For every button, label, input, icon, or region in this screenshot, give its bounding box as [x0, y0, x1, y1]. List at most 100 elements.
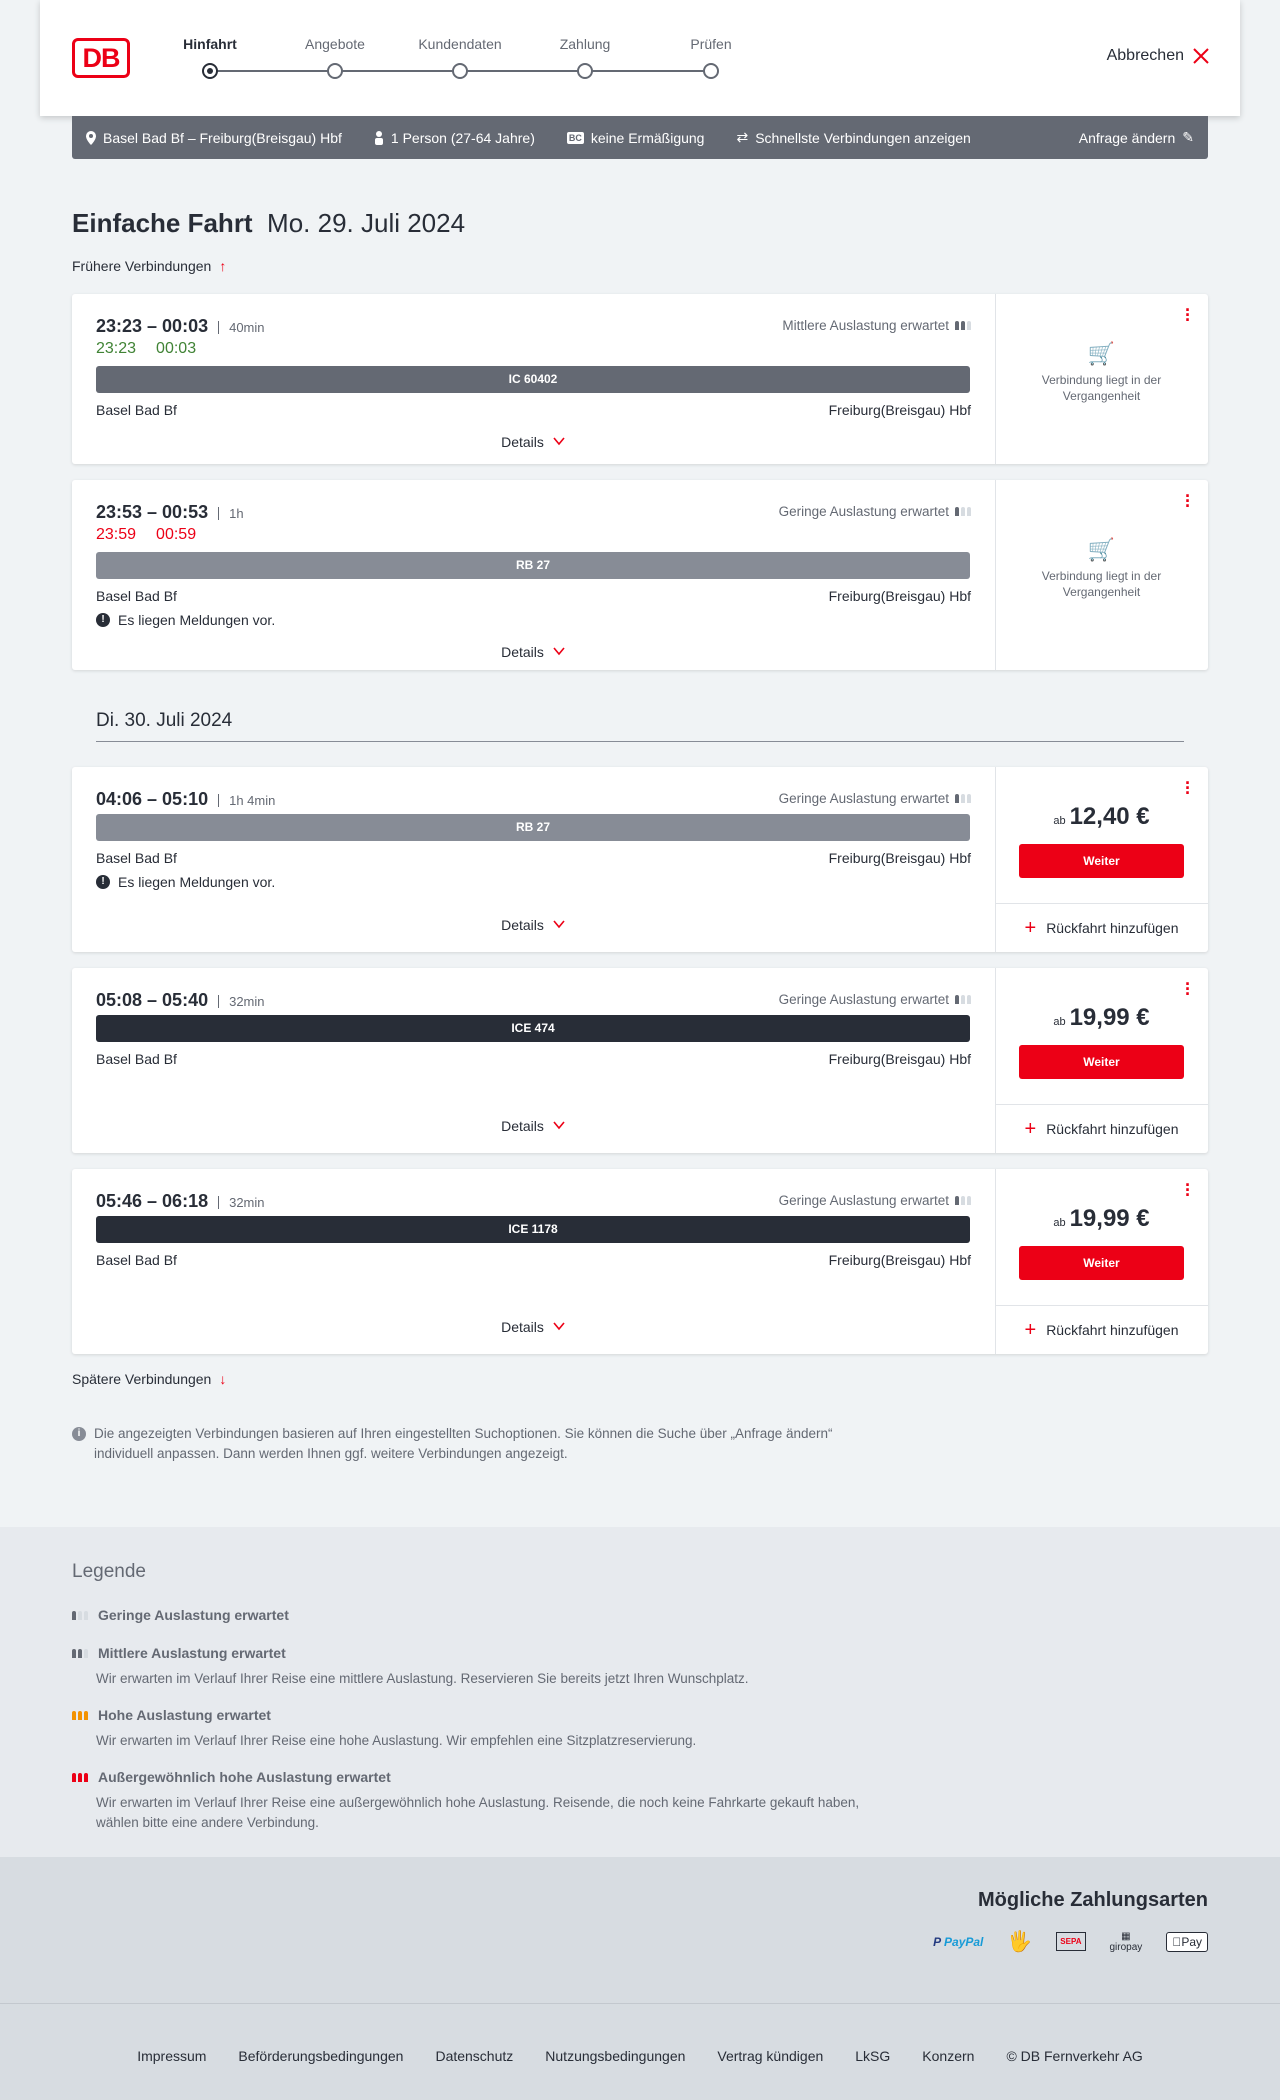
add-return-label: Rückfahrt hinzufügen: [1046, 1322, 1179, 1338]
duration: 32min: [218, 995, 265, 1008]
card-divider: [995, 1169, 996, 1354]
continue-button[interactable]: Weiter: [1019, 1045, 1184, 1079]
legend-section: Legende Geringe Auslastung erwartet Mittl…: [0, 1527, 1280, 1857]
footer-link[interactable]: Vertrag kündigen: [717, 2048, 824, 2064]
price-value: 12,40 €: [1069, 803, 1150, 830]
chevron-down-icon: [553, 437, 565, 446]
continue-button[interactable]: Weiter: [1019, 1246, 1184, 1280]
details-toggle[interactable]: Details: [72, 644, 995, 660]
later-connections-link[interactable]: Spätere Verbindungen ↓: [72, 1371, 226, 1387]
arrow-down-icon: ↓: [219, 1371, 227, 1387]
occupancy-icon: [955, 794, 971, 803]
departure-station: Basel Bad Bf: [96, 402, 177, 418]
card-divider: [995, 294, 996, 464]
earlier-connections-link[interactable]: Frühere Verbindungen ↑: [72, 258, 226, 274]
connection-times: 04:06 – 05:10 1h 4min: [96, 789, 275, 810]
details-toggle[interactable]: Details: [72, 1118, 995, 1134]
info-note-text: Die angezeigten Verbindungen basieren au…: [94, 1426, 833, 1461]
more-options-icon[interactable]: · · ·: [1185, 773, 1191, 803]
footer-link[interactable]: Impressum: [137, 2048, 207, 2064]
planned-times: 23:23 – 00:03: [96, 316, 209, 336]
footer: Impressum Beförderungsbedingungen Datensch…: [0, 2003, 1280, 2100]
occupancy-icon: [72, 1648, 88, 1658]
price-prefix: ab: [1053, 1016, 1066, 1028]
close-icon: [1193, 48, 1209, 64]
past-text: Verbindung liegt in der Vergangenheit: [1041, 569, 1162, 599]
duration: 32min: [218, 1196, 265, 1209]
occupancy: Geringe Auslastung erwartet: [779, 504, 971, 519]
connection-card[interactable]: 05:46 – 06:18 32min Geringe Auslastung erw…: [72, 1169, 1208, 1354]
arrival-station: Freiburg(Breisgau) Hbf: [828, 1051, 971, 1067]
more-options-icon[interactable]: · · ·: [1185, 300, 1191, 330]
more-options-icon[interactable]: · · ·: [1185, 486, 1191, 516]
train-bar[interactable]: ICE 1178: [96, 1216, 970, 1243]
occupancy-icon: [72, 1772, 88, 1782]
connection-card[interactable]: 23:23 – 00:03 40min 23:23 00:03 Mittlere Aus…: [72, 294, 1208, 464]
details-label: Details: [501, 917, 544, 933]
details-toggle[interactable]: Details: [72, 917, 995, 933]
card-divider: [995, 968, 996, 1153]
legend-item: Geringe Auslastung erwartet: [72, 1607, 872, 1623]
train-bar[interactable]: IC 60402: [96, 366, 970, 393]
legend-item: Mittlere Auslastung erwartet Wir erwarten…: [72, 1645, 872, 1689]
giropay-logo: ▦ giropay: [1109, 1930, 1143, 1953]
discount-text: keine Ermäßigung: [590, 129, 705, 146]
db-logo[interactable]: DB: [72, 38, 130, 78]
more-options-icon[interactable]: · · ·: [1185, 974, 1191, 1004]
step-dot: [703, 63, 719, 79]
person-icon: [374, 130, 383, 145]
legend-item-title: Geringe Auslastung erwartet: [98, 1607, 289, 1623]
realtime-departure: 23:59: [96, 526, 137, 543]
arrow-up-icon: ↑: [219, 258, 227, 274]
more-options-icon[interactable]: · · ·: [1185, 1175, 1191, 1205]
details-toggle[interactable]: Details: [72, 1319, 995, 1335]
occupancy: Geringe Auslastung erwartet: [779, 992, 971, 1007]
footer-link[interactable]: LkSG: [855, 2048, 891, 2064]
earlier-label: Frühere Verbindungen: [72, 258, 212, 274]
change-request-button[interactable]: Anfrage ändern ✎: [1079, 129, 1194, 146]
train-bar[interactable]: RB 27: [96, 814, 970, 841]
chevron-down-icon: [553, 1322, 565, 1331]
train-bar[interactable]: RB 27: [96, 552, 970, 579]
occupancy-icon: [955, 507, 971, 516]
realtime-arrival: 00:59: [156, 526, 197, 543]
realtime-departure: 23:23: [96, 340, 137, 357]
footer-link[interactable]: Datenschutz: [435, 2048, 514, 2064]
cancel-button[interactable]: Abbrechen: [1107, 47, 1210, 65]
add-return-label: Rückfahrt hinzufügen: [1046, 1121, 1179, 1137]
add-return-button[interactable]: + Rückfahrt hinzufügen: [995, 1306, 1208, 1354]
occupancy-icon: [72, 1610, 88, 1620]
occupancy-text: Geringe Auslastung erwartet: [778, 504, 949, 519]
train-bar[interactable]: ICE 474: [96, 1015, 970, 1042]
past-text: Verbindung liegt in der Vergangenheit: [1041, 373, 1162, 403]
connection-times: 05:46 – 06:18 32min: [96, 1191, 265, 1212]
payment-title: Mögliche Zahlungsarten: [977, 1889, 1208, 1911]
credit-card-icon: 🖐: [1007, 1931, 1033, 1953]
change-request-label: Anfrage ändern: [1078, 129, 1176, 146]
connection-card[interactable]: 05:08 – 05:40 32min Geringe Auslastung erw…: [72, 968, 1208, 1153]
bahncard-icon: BC: [566, 131, 584, 144]
chevron-down-icon: [553, 920, 565, 929]
occupancy: Geringe Auslastung erwartet: [779, 791, 971, 806]
occupancy: Geringe Auslastung erwartet: [779, 1193, 971, 1208]
connection-card[interactable]: 04:06 – 05:10 1h 4min Geringe Auslastung e…: [72, 767, 1208, 952]
footer-link[interactable]: Nutzungsbedingungen: [545, 2048, 686, 2064]
legend-item: Hohe Auslastung erwartet Wir erwarten im …: [72, 1707, 872, 1751]
later-label: Spätere Verbindungen: [72, 1371, 212, 1387]
panel-divider: [995, 1305, 1208, 1306]
price-prefix: ab: [1053, 815, 1066, 827]
footer-link[interactable]: Konzern: [922, 2048, 975, 2064]
page-title: Einfache Fahrt Mo. 29. Juli 2024: [72, 208, 465, 239]
add-return-label: Rückfahrt hinzufügen: [1046, 920, 1179, 936]
details-toggle[interactable]: Details: [72, 434, 995, 450]
realtime-times: 23:59 00:59: [96, 526, 196, 544]
footer-link[interactable]: Beförderungsbedingungen: [238, 2048, 404, 2064]
price: ab 19,99 €: [995, 1205, 1208, 1233]
add-return-button[interactable]: + Rückfahrt hinzufügen: [995, 904, 1208, 952]
continue-button[interactable]: Weiter: [1019, 844, 1184, 878]
connection-card[interactable]: 23:53 – 00:53 1h 23:59 00:59 Geringe Auslast…: [72, 480, 1208, 670]
step-angebote: Angebote: [305, 36, 365, 52]
add-return-button[interactable]: + Rückfahrt hinzufügen: [995, 1105, 1208, 1153]
step-dot: [452, 63, 468, 79]
departure-station: Basel Bad Bf: [96, 588, 177, 604]
